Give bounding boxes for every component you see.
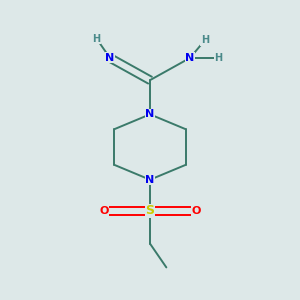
Text: N: N — [185, 53, 195, 63]
Text: O: O — [191, 206, 201, 216]
Text: N: N — [105, 53, 115, 63]
Text: O: O — [99, 206, 109, 216]
Text: N: N — [146, 175, 154, 185]
Text: H: H — [201, 35, 209, 45]
Text: S: S — [146, 204, 154, 218]
Text: H: H — [214, 53, 222, 63]
Text: H: H — [92, 34, 101, 44]
Text: N: N — [146, 109, 154, 119]
